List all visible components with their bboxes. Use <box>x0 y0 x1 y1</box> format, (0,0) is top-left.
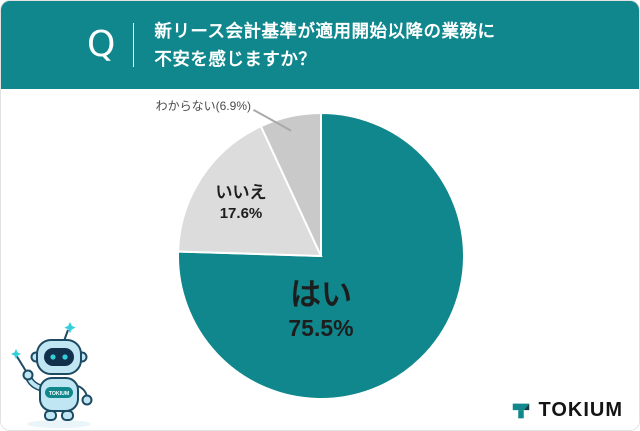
tokium-logo: TOKIUM <box>510 399 623 422</box>
slice-name-iie: いいえ <box>215 183 267 202</box>
pie-slice-わからない <box>259 111 322 257</box>
robot-chest-badge <box>45 387 73 398</box>
pie-slice-いいえ <box>177 124 323 258</box>
tokium-logo-mark <box>513 403 530 418</box>
robot-eye-right <box>62 354 68 360</box>
robot-foot-right <box>61 410 74 421</box>
logo-mark-stem <box>518 409 525 418</box>
survey-question-title: 新リース会計基準が適用開始以降の業務に 不安を感じますか？ <box>154 17 495 73</box>
slice-label-iie: いいえ 17.6% <box>199 183 283 222</box>
tokium-logo-text: TOKIUM <box>538 399 623 421</box>
chart-area: わからない(6.9%) いいえ 17.6% はい 75.5% <box>1 89 639 430</box>
question-icon: Q <box>87 24 116 65</box>
mascot-shadow <box>27 420 91 428</box>
question-title-line1: 新リース会計基準が適用開始以降の業務に <box>154 21 496 41</box>
robot-chest-label: TOKIUM <box>49 391 69 397</box>
robot-hand-right <box>81 394 93 406</box>
robot-mascot: TOKIUM <box>11 322 93 428</box>
robot-antenna-star <box>64 322 76 334</box>
pointer-tip-star <box>11 349 21 359</box>
slice-pct-iie: 17.6% <box>219 205 263 223</box>
robot-foot-left <box>44 410 57 421</box>
logo-mark-crossbar <box>513 403 530 410</box>
question-title-line2: 不安を感じますか？ <box>154 49 317 69</box>
header-divider <box>133 23 135 67</box>
pie-chart <box>177 111 465 400</box>
logo-mark-fold <box>524 403 530 410</box>
slice-pct-hai: 75.5% <box>288 314 354 341</box>
slice-label-hai: はい 75.5% <box>251 277 391 342</box>
robot-face-screen <box>44 348 74 366</box>
robot-hand-left <box>22 369 34 381</box>
question-header: Q 新リース会計基準が適用開始以降の業務に 不安を感じますか？ <box>1 1 639 89</box>
robot-eye-left <box>50 354 56 360</box>
slice-name-hai: はい <box>290 277 352 312</box>
callout-label-wakaranai: わからない(6.9%) <box>155 99 251 113</box>
